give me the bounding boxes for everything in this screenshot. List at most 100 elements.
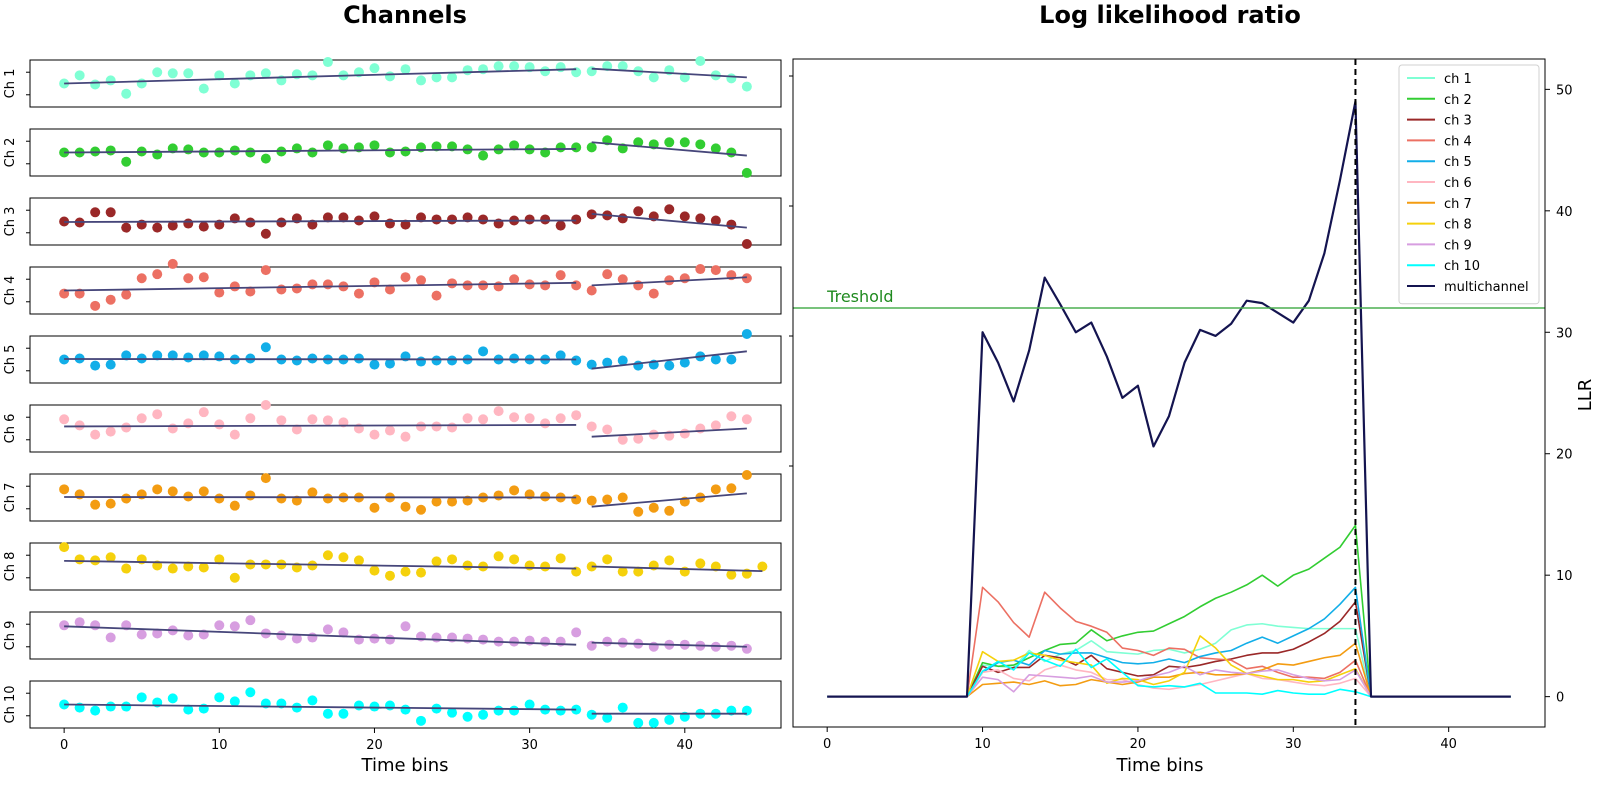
data-point (121, 156, 132, 167)
data-point (291, 143, 302, 154)
data-point (322, 708, 333, 719)
data-point (121, 563, 132, 574)
panel-frame (29, 680, 782, 729)
channel-panel: Ch 4 (3, 258, 782, 315)
data-point (59, 414, 70, 425)
data-point (400, 704, 411, 715)
data-point (338, 627, 349, 638)
channel-label: Ch 5 (3, 345, 18, 375)
fit-line-before (64, 559, 577, 570)
legend-label: ch 5 (1444, 155, 1472, 170)
data-point (214, 692, 225, 703)
data-point (121, 701, 132, 712)
data-point (307, 279, 318, 290)
data-point (59, 542, 70, 553)
x-tick-label: 30 (521, 738, 538, 753)
data-point (291, 633, 302, 644)
data-point (90, 499, 101, 510)
channel-panel: Ch 3 (3, 197, 782, 249)
data-point (571, 494, 582, 505)
data-point (602, 269, 613, 280)
fit-line-after (591, 492, 747, 508)
data-point (571, 410, 582, 421)
data-point (431, 214, 442, 225)
data-point (276, 217, 287, 228)
data-point (276, 415, 287, 426)
data-point (260, 400, 271, 410)
panel-frame (29, 542, 782, 591)
data-point (167, 350, 178, 361)
data-point (617, 274, 628, 285)
data-point (400, 64, 411, 75)
data-point (260, 265, 271, 276)
data-point (384, 700, 395, 711)
data-point (710, 215, 721, 226)
channel-label: Ch 1 (3, 69, 18, 99)
data-point (369, 633, 380, 644)
data-point (648, 502, 659, 513)
data-point (322, 57, 333, 68)
data-point (633, 206, 644, 217)
channel-label: Ch 2 (3, 138, 18, 168)
data-point (183, 630, 194, 641)
data-point (322, 212, 333, 223)
data-point (664, 137, 675, 148)
data-point (633, 433, 644, 444)
data-point (307, 487, 318, 498)
channel-panel: Ch 8 (3, 542, 782, 591)
data-point (741, 273, 752, 284)
data-point (369, 359, 380, 370)
data-point (90, 620, 101, 631)
data-point (90, 429, 101, 440)
data-point (540, 280, 551, 291)
data-point (384, 284, 395, 295)
data-point (509, 705, 520, 716)
data-point (353, 700, 364, 711)
data-point (586, 142, 597, 153)
data-point (183, 352, 194, 363)
data-point (245, 147, 256, 158)
data-point (369, 140, 380, 151)
data-point (322, 415, 333, 426)
data-point (462, 560, 473, 571)
data-point (447, 72, 458, 83)
data-point (90, 207, 101, 218)
data-point (136, 273, 147, 284)
y-tick-label: 50 (1556, 83, 1573, 98)
data-point (353, 555, 364, 566)
data-point (136, 629, 147, 640)
data-point (617, 213, 628, 224)
data-point (493, 551, 504, 562)
data-point (571, 280, 582, 291)
data-point (183, 218, 194, 229)
data-point (555, 62, 566, 73)
data-point (167, 486, 178, 497)
data-point (136, 692, 147, 703)
data-point (571, 142, 582, 153)
data-point (121, 422, 132, 433)
legend-label: ch 6 (1444, 176, 1472, 191)
data-point (74, 489, 85, 500)
data-point (462, 280, 473, 291)
data-point (602, 712, 613, 723)
llr-y-axis-label: LLR (1575, 379, 1596, 412)
data-point (74, 554, 85, 565)
data-point (369, 277, 380, 288)
data-point (121, 493, 132, 504)
legend-label: ch 1 (1444, 72, 1472, 87)
data-point (695, 558, 706, 569)
data-point (447, 496, 458, 507)
data-point (59, 484, 70, 495)
channel-panel: Ch 10 (3, 680, 782, 729)
panel-frame (29, 128, 782, 177)
fit-line-after (591, 350, 747, 370)
data-point (245, 217, 256, 228)
data-point (322, 279, 333, 290)
data-point (384, 218, 395, 229)
legend-label: multichannel (1444, 280, 1529, 295)
data-point (509, 554, 520, 565)
data-point (291, 424, 302, 435)
channels-title: Channels (343, 1, 467, 29)
data-point (695, 264, 706, 275)
data-point (431, 421, 442, 432)
